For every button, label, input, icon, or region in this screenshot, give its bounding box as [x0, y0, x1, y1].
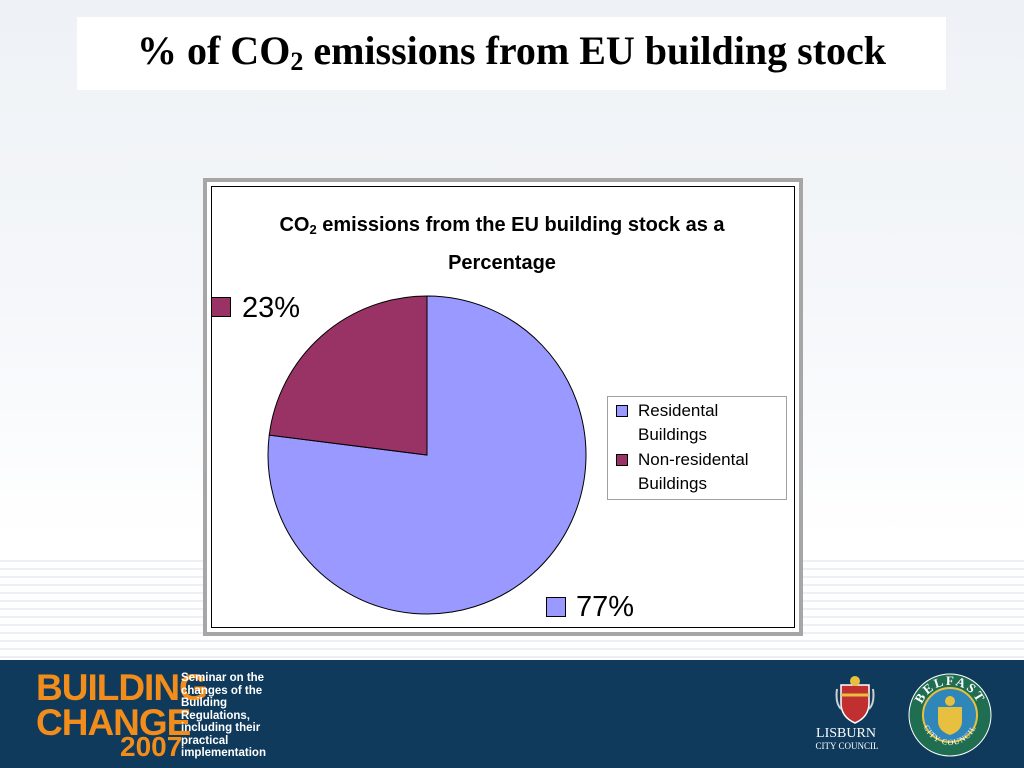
- data-label-non-residential: 23%: [242, 292, 301, 324]
- legend-label-residential-line2: Buildings: [638, 425, 707, 444]
- building-change-logo: BUILDING CHANGE: [36, 667, 208, 743]
- data-label-residential: 77%: [576, 591, 635, 623]
- legend-swatch-residential: [616, 405, 628, 417]
- pie-slice-non-residential: [268, 295, 428, 456]
- chart-title: CO2 emissions from the EU building stock…: [279, 214, 725, 274]
- data-label-swatch-residential: [546, 597, 566, 617]
- logo-line1: BUILDING: [36, 667, 208, 708]
- legend-label-non-residential-line1: Non-residental: [638, 450, 749, 469]
- legend-label-residential-line1: Residental: [638, 401, 719, 420]
- legend-swatch-non-residential: [616, 454, 628, 466]
- logo-year: 2007: [120, 731, 183, 762]
- lisburn-crest-icon: [835, 676, 875, 724]
- title-box: [77, 17, 946, 90]
- lisburn-council-name: LISBURN: [816, 726, 876, 741]
- lisburn-council-sub: CITY COUNCIL: [815, 741, 879, 751]
- slide-title: % of CO2 emissions from EU building stoc…: [136, 28, 887, 76]
- logo-line2: CHANGE: [36, 702, 191, 743]
- belfast-council-seal: BELFAST CITY COUNCIL: [908, 673, 992, 757]
- seminar-text: Seminar on the changes of the Building R…: [181, 672, 266, 759]
- data-label-swatch-non-residential: [211, 297, 231, 317]
- chart-legend: Residental Buildings Non-residental Buil…: [607, 396, 787, 500]
- legend-label-non-residential-line2: Buildings: [638, 474, 707, 493]
